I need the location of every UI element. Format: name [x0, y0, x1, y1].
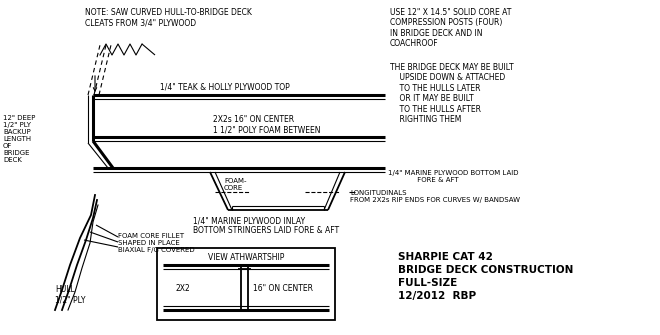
- Text: 2X2: 2X2: [175, 284, 190, 293]
- Text: LONGITUDINALS
FROM 2X2s RIP ENDS FOR CURVES W/ BANDSAW: LONGITUDINALS FROM 2X2s RIP ENDS FOR CUR…: [350, 190, 520, 203]
- Text: 12/2012  RBP: 12/2012 RBP: [398, 291, 476, 301]
- Text: SHARPIE CAT 42: SHARPIE CAT 42: [398, 252, 493, 262]
- Text: 16" ON CENTER: 16" ON CENTER: [253, 284, 313, 293]
- Text: VIEW ATHWARTSHIP: VIEW ATHWARTSHIP: [208, 253, 284, 262]
- Text: 1/4" MARINE PLYWOOD BOTTOM LAID
             FORE & AFT: 1/4" MARINE PLYWOOD BOTTOM LAID FORE & A…: [388, 170, 519, 183]
- Text: NOTE: SAW CURVED HULL-TO-BRIDGE DECK
CLEATS FROM 3/4" PLYWOOD: NOTE: SAW CURVED HULL-TO-BRIDGE DECK CLE…: [85, 8, 252, 27]
- Text: 1/4" TEAK & HOLLY PLYWOOD TOP: 1/4" TEAK & HOLLY PLYWOOD TOP: [160, 83, 290, 92]
- Text: HULL
1/2" PLY: HULL 1/2" PLY: [55, 285, 86, 305]
- Text: 12" DEEP
1/2" PLY
BACKUP
LENGTH
OF
BRIDGE
DECK: 12" DEEP 1/2" PLY BACKUP LENGTH OF BRIDG…: [3, 115, 36, 163]
- Text: FOAM CORE FILLET
SHAPED IN PLACE
BIAXIAL F/G COVERED: FOAM CORE FILLET SHAPED IN PLACE BIAXIAL…: [118, 233, 195, 253]
- Text: BRIDGE DECK CONSTRUCTION: BRIDGE DECK CONSTRUCTION: [398, 265, 574, 275]
- Text: 1/4" MARINE PLYWOOD INLAY
BOTTOM STRINGERS LAID FORE & AFT: 1/4" MARINE PLYWOOD INLAY BOTTOM STRINGE…: [193, 216, 339, 236]
- Text: 2X2s 16" ON CENTER
1 1/2" POLY FOAM BETWEEN: 2X2s 16" ON CENTER 1 1/2" POLY FOAM BETW…: [213, 115, 321, 134]
- Text: FULL-SIZE: FULL-SIZE: [398, 278, 457, 288]
- Text: FOAM-
CORE: FOAM- CORE: [224, 178, 246, 191]
- Text: THE BRIDGE DECK MAY BE BUILT
    UPSIDE DOWN & ATTACHED
    TO THE HULLS LATER
 : THE BRIDGE DECK MAY BE BUILT UPSIDE DOWN…: [390, 63, 513, 124]
- Bar: [157, 248, 335, 320]
- Text: USE 12" X 14.5" SOLID CORE AT
COMPRESSION POSTS (FOUR)
IN BRIDGE DECK AND IN
COA: USE 12" X 14.5" SOLID CORE AT COMPRESSIO…: [390, 8, 512, 48]
